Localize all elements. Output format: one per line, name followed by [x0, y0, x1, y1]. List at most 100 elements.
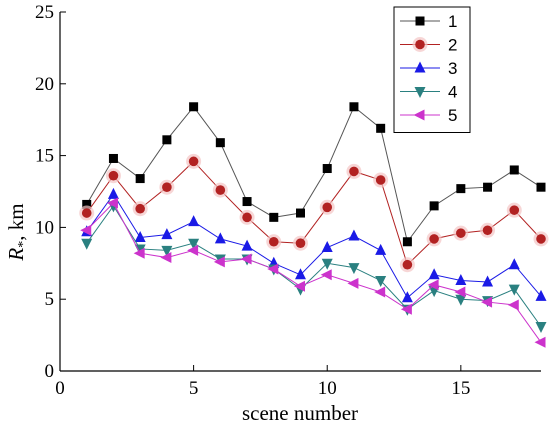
- data-point-2-dot: [482, 225, 493, 236]
- data-point-3: [321, 241, 333, 253]
- data-point-4: [455, 294, 467, 306]
- data-point-1: [296, 208, 305, 218]
- data-point-4: [535, 321, 547, 333]
- data-point-2-dot: [108, 170, 119, 181]
- data-point-1: [322, 164, 332, 174]
- data-point-2: [346, 163, 362, 179]
- data-point-5: [106, 197, 118, 209]
- legend: 1 2 3 4 5: [393, 6, 471, 133]
- data-point-2: [533, 231, 549, 247]
- data-point-4: [81, 238, 93, 250]
- data-point-2-dot: [509, 205, 520, 215]
- data-point-2: [132, 201, 148, 217]
- data-point-2: [506, 202, 522, 218]
- data-point-2-dot: [375, 175, 386, 185]
- data-point-2: [159, 179, 175, 195]
- series-4: [81, 201, 547, 333]
- x-tick-label: 0: [55, 378, 65, 399]
- y-tick-label: 0: [45, 361, 55, 382]
- data-point-1: [215, 138, 225, 148]
- data-point-5: [160, 252, 172, 264]
- data-point-5: [347, 277, 359, 289]
- legend-label-3: 3: [448, 59, 457, 78]
- data-point-4: [348, 263, 360, 275]
- y-axis-label-main: R: [4, 248, 28, 262]
- y-tick-label: 10: [35, 217, 54, 238]
- series-line-3: [86, 193, 542, 299]
- data-point-3: [428, 268, 440, 280]
- data-point-5: [267, 263, 279, 275]
- legend-marker-5: [413, 109, 425, 121]
- series-1: [82, 102, 546, 247]
- data-point-2-dot: [295, 238, 306, 248]
- data-point-2: [426, 231, 442, 247]
- data-point-2-dot: [81, 208, 92, 218]
- data-point-5: [187, 244, 199, 256]
- data-point-2-dot: [456, 228, 466, 238]
- data-point-2-dot: [188, 156, 199, 167]
- y-tick-label: 20: [35, 74, 54, 95]
- data-point-4: [375, 276, 387, 288]
- data-point-2-dot: [242, 212, 252, 223]
- data-point-3: [508, 258, 520, 270]
- data-point-5: [240, 253, 252, 265]
- series-layer: [79, 102, 549, 348]
- legend-marker-4: [414, 87, 426, 98]
- data-point-3: [348, 229, 360, 241]
- data-point-2: [319, 199, 335, 215]
- data-point-1: [429, 201, 439, 211]
- data-point-5: [374, 286, 386, 298]
- legend-label-5: 5: [448, 106, 457, 125]
- data-point-2: [79, 205, 95, 221]
- data-point-5: [133, 247, 145, 259]
- data-point-1: [402, 237, 412, 247]
- data-point-3: [107, 187, 119, 199]
- x-tick-label: 5: [189, 378, 199, 399]
- data-point-1: [376, 123, 386, 133]
- data-point-3: [241, 239, 253, 251]
- y-tick-label: 15: [35, 146, 54, 167]
- series-5: [80, 197, 546, 348]
- data-point-5: [400, 303, 412, 315]
- y-tick-label: 5: [45, 289, 55, 310]
- data-point-5: [80, 224, 92, 236]
- data-point-3: [134, 230, 146, 242]
- data-point-5: [454, 286, 466, 298]
- data-point-1: [509, 165, 519, 175]
- legend-marker-1: [415, 16, 425, 26]
- data-point-2: [453, 225, 469, 241]
- data-point-5: [534, 336, 546, 348]
- data-point-4: [321, 258, 333, 270]
- series-3: [81, 187, 547, 303]
- series-line-1: [86, 105, 542, 243]
- data-point-3: [401, 291, 413, 303]
- legend-label-2: 2: [448, 36, 457, 55]
- y-axis-label-rest: , km: [4, 203, 28, 240]
- x-tick-label: 15: [451, 378, 470, 399]
- data-point-2-dot: [322, 202, 333, 213]
- data-point-2: [239, 209, 255, 225]
- data-point-2-dot: [536, 234, 546, 244]
- y-axis-label-sub: *: [16, 241, 31, 248]
- data-point-2-dot: [135, 203, 145, 214]
- data-point-2: [293, 235, 308, 251]
- data-point-2: [186, 153, 202, 169]
- data-point-4: [508, 284, 520, 296]
- data-point-1: [108, 153, 118, 163]
- legend-marker-2: [412, 37, 428, 52]
- data-point-5: [294, 280, 305, 292]
- data-point-3: [455, 274, 467, 286]
- data-point-5: [507, 299, 519, 311]
- data-point-1: [456, 184, 466, 194]
- data-point-4: [161, 245, 173, 257]
- data-point-3: [535, 289, 547, 301]
- data-point-2: [399, 257, 415, 273]
- legend-marker-3: [414, 61, 426, 73]
- series-2: [79, 153, 549, 273]
- legend-label-4: 4: [448, 83, 457, 102]
- data-point-2-dot: [268, 236, 279, 247]
- y-tick-label: 25: [35, 2, 54, 23]
- data-point-3: [482, 275, 494, 287]
- series-line-4: [86, 204, 542, 327]
